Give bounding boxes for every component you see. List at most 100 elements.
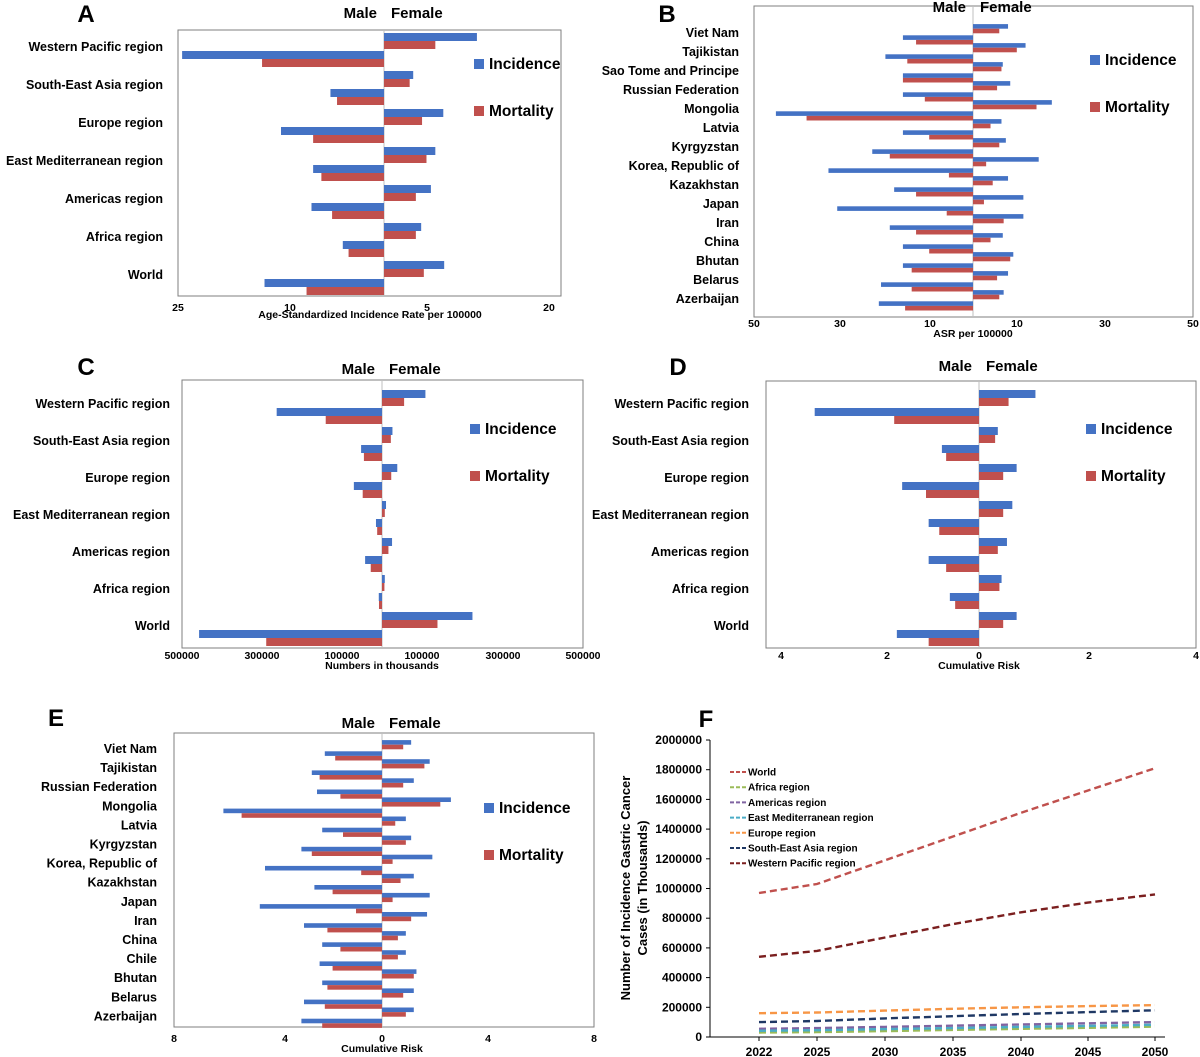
bar-incidence-female — [382, 501, 387, 509]
bar-incidence-female — [973, 81, 1011, 86]
series-line-world — [758, 767, 1156, 895]
bar-mortality-female — [979, 398, 1009, 406]
y-axis-title-line: Cases (in Thousands) — [635, 820, 650, 955]
bar-incidence-male — [378, 593, 382, 601]
bar-mortality-female — [973, 47, 1017, 53]
bar-incidence-male — [949, 593, 979, 601]
bar-mortality-female — [973, 294, 1000, 300]
category-label: Americas region — [65, 192, 163, 206]
bar-incidence-female — [382, 612, 473, 620]
y-tick-label: 1600000 — [655, 792, 702, 806]
category-label: Kazakhstan — [670, 178, 739, 192]
bar-incidence-male — [259, 904, 382, 909]
bar-mortality-male — [356, 908, 382, 914]
bar-incidence-male — [902, 244, 973, 249]
y-tick-label: 600000 — [662, 941, 702, 955]
bar-mortality-male — [378, 601, 382, 609]
bar-incidence-male — [902, 482, 979, 490]
x-tick-label: 20 — [543, 302, 555, 314]
bar-incidence-female — [973, 195, 1024, 200]
plot-frame — [173, 732, 595, 1028]
category-label: Western Pacific region — [614, 397, 749, 411]
bar-mortality-male — [377, 527, 382, 535]
bar-mortality-female — [382, 954, 398, 960]
bar-mortality-male — [332, 966, 382, 971]
bar-mortality-male — [262, 59, 384, 67]
legend-swatch-incidence — [470, 424, 480, 434]
x-tick-label: 8 — [591, 1033, 597, 1045]
bar-incidence-female — [382, 390, 426, 398]
y-axis-title: Number of Incidence Gastric Cancer Cases … — [618, 776, 650, 1001]
bar-incidence-male — [878, 301, 973, 306]
panel-e: E Male Female Viet Nam Tajikistan Russian Fed… — [41, 705, 597, 1055]
bar-mortality-female — [382, 840, 406, 845]
bar-incidence-female — [384, 33, 477, 41]
bar-mortality-male — [370, 564, 382, 572]
bar-incidence-male — [322, 980, 382, 986]
category-label: Africa region — [672, 582, 749, 596]
x-tick-label: 30 — [1099, 318, 1111, 330]
bar-incidence-male — [311, 203, 384, 211]
bar-incidence-female — [382, 912, 428, 917]
bar-mortality-female — [382, 583, 385, 591]
y-tick-label: 2000000 — [655, 733, 702, 747]
x-tick-label: 0 — [976, 650, 982, 662]
x-tick-label: 10 — [1011, 318, 1023, 330]
panel-letter-c: C — [77, 354, 94, 381]
bar-mortality-female — [382, 782, 404, 788]
bar-incidence-male — [894, 187, 973, 192]
series-line-americas-region — [758, 1020, 1156, 1030]
male-label: Male — [344, 5, 377, 22]
legend-label-incidence: Incidence — [1101, 421, 1173, 438]
category-label: World — [714, 619, 749, 633]
category-label: Viet Nam — [686, 26, 739, 40]
bar-incidence-female — [973, 62, 1003, 67]
category-label: Russian Federation — [623, 83, 739, 97]
category-label: Latvia — [121, 818, 158, 832]
legend-swatch-mortality — [474, 106, 484, 116]
legend-label-mortality: Mortality — [1105, 99, 1170, 116]
bar-incidence-female — [382, 969, 417, 974]
bar-incidence-female — [382, 778, 414, 783]
female-label: Female — [391, 5, 443, 22]
female-label: Female — [389, 715, 441, 732]
panel-letter-d: D — [669, 354, 686, 381]
bar-mortality-female — [382, 935, 398, 941]
legend-label-world: World — [748, 768, 776, 779]
bar-incidence-male — [322, 827, 382, 833]
category-label: Tajikistan — [100, 761, 157, 775]
legend-label-incidence: Incidence — [489, 56, 561, 73]
x-tick-label: 2 — [1086, 650, 1092, 662]
x-tick-label: 300000 — [244, 650, 279, 662]
x-tick-label: 2022 — [746, 1045, 773, 1057]
bar-incidence-male — [311, 770, 382, 775]
bar-incidence-male — [941, 445, 979, 453]
bar-incidence-female — [382, 854, 433, 860]
bar-incidence-male — [317, 789, 382, 795]
male-label: Male — [342, 715, 375, 732]
bar-mortality-male — [911, 286, 973, 292]
y-tick-label: 800000 — [662, 911, 702, 925]
category-label: Americas region — [72, 545, 170, 559]
legend-label-mortality: Mortality — [499, 847, 564, 864]
bar-mortality-female — [382, 993, 404, 998]
bar-mortality-female — [382, 802, 441, 807]
x-tick-label: 30 — [834, 318, 846, 330]
bar-mortality-male — [335, 755, 382, 761]
bar-mortality-male — [306, 287, 384, 295]
x-tick-label: 2030 — [872, 1045, 899, 1057]
x-tick-label: 500000 — [164, 650, 199, 662]
bar-incidence-male — [902, 92, 973, 97]
bar-mortality-male — [324, 1004, 382, 1009]
bar-incidence-male — [324, 751, 382, 756]
bar-mortality-female — [384, 41, 436, 49]
bar-incidence-female — [979, 427, 998, 435]
x-tick-label: 4 — [485, 1033, 491, 1045]
bar-incidence-male — [365, 556, 382, 564]
category-label: Europe region — [78, 116, 163, 130]
bar-incidence-male — [223, 808, 382, 814]
bar-mortality-female — [382, 878, 401, 883]
bar-incidence-female — [973, 43, 1026, 48]
category-label: Kazakhstan — [88, 876, 157, 890]
x-tick-label: 50 — [748, 318, 760, 330]
